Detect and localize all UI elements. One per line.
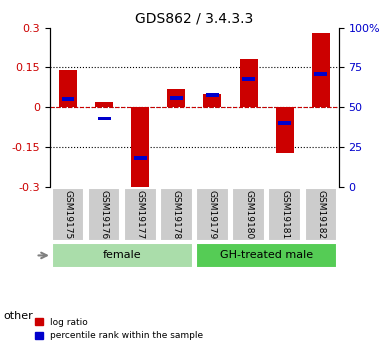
Title: GDS862 / 3.4.3.3: GDS862 / 3.4.3.3	[135, 11, 254, 25]
Bar	[95, 102, 113, 107]
FancyBboxPatch shape	[196, 243, 337, 268]
Text: GSM19176: GSM19176	[100, 190, 109, 239]
FancyBboxPatch shape	[232, 188, 265, 241]
Text: GH-treated male: GH-treated male	[220, 250, 313, 260]
Text: GSM19181: GSM19181	[280, 190, 289, 239]
Bar	[170, 96, 183, 100]
Bar	[315, 72, 327, 76]
Bar	[206, 92, 219, 97]
FancyBboxPatch shape	[88, 188, 121, 241]
Text: GSM19177: GSM19177	[136, 190, 145, 239]
FancyBboxPatch shape	[124, 188, 157, 241]
Bar	[98, 117, 110, 120]
FancyBboxPatch shape	[52, 188, 84, 241]
Legend: log ratio, percentile rank within the sample: log ratio, percentile rank within the sa…	[35, 318, 203, 341]
Text: other: other	[4, 311, 33, 321]
FancyBboxPatch shape	[52, 243, 192, 268]
Bar	[242, 77, 255, 81]
Bar	[278, 121, 291, 125]
Bar	[131, 107, 149, 187]
Bar	[203, 94, 221, 107]
Bar	[312, 33, 330, 107]
Text: GSM19175: GSM19175	[64, 190, 73, 239]
FancyBboxPatch shape	[268, 188, 301, 241]
Bar	[62, 97, 74, 101]
Text: GSM19180: GSM19180	[244, 190, 253, 239]
Text: GSM19179: GSM19179	[208, 190, 217, 239]
FancyBboxPatch shape	[305, 188, 337, 241]
Bar	[167, 89, 186, 107]
Bar	[134, 156, 147, 160]
Bar	[276, 107, 294, 152]
Text: female: female	[103, 250, 142, 260]
Text: GSM19182: GSM19182	[316, 190, 325, 239]
Text: GSM19178: GSM19178	[172, 190, 181, 239]
FancyBboxPatch shape	[160, 188, 192, 241]
Bar	[59, 70, 77, 107]
FancyBboxPatch shape	[196, 188, 229, 241]
Bar	[239, 59, 258, 107]
